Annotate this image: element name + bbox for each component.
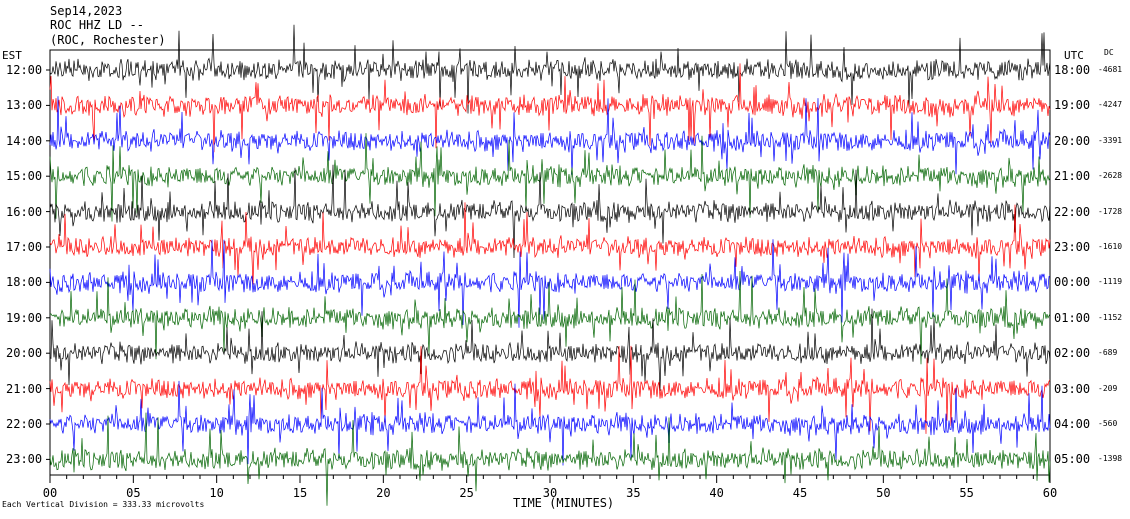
trace-row-2200: [49, 380, 1051, 466]
trace-layer: [49, 24, 1051, 506]
utc-hour-label: 21:00: [1054, 169, 1091, 184]
utc-hour-label: 19:00: [1054, 98, 1091, 113]
dc-offset-value: -1152: [1098, 312, 1123, 322]
x-tick-label: 25: [459, 486, 474, 500]
trace-row-1400: [49, 96, 1051, 175]
utc-hour-label: 05:00: [1054, 452, 1091, 467]
dc-offset-value: -689: [1098, 348, 1118, 358]
trace-row-2000: [49, 308, 1051, 391]
trace-row-1300: [49, 63, 1051, 153]
trace-row-2300: [49, 412, 1051, 506]
x-tick-label: 20: [376, 486, 391, 500]
x-axis-title: TIME (MINUTES): [513, 496, 615, 510]
dc-offset-value: -209: [1098, 383, 1118, 393]
x-tick-label: 40: [709, 486, 724, 500]
x-tick-label: 30: [542, 486, 558, 500]
x-tick-label: 00: [42, 486, 58, 500]
trace-row-1200: [49, 24, 1051, 114]
dc-offset-value: -1398: [1098, 454, 1123, 464]
trace-row-2100: [49, 345, 1051, 434]
x-tick-label: 45: [792, 486, 808, 500]
dc-column-label: DC: [1104, 48, 1114, 57]
est-hour-label: 19:00: [6, 310, 43, 325]
trace-row-1600: [49, 164, 1051, 259]
scale-note: Each Vertical Division = 333.33 microvol…: [2, 500, 205, 509]
trace-row-1700: [49, 202, 1051, 285]
est-hour-label: 16:00: [6, 204, 43, 219]
est-hour-label: 18:00: [6, 275, 43, 290]
x-tick-label: 15: [292, 486, 308, 500]
est-hour-label: 21:00: [6, 381, 43, 396]
date-title: Sep14,2023: [50, 4, 123, 18]
x-tick-label: 50: [876, 486, 891, 500]
dc-offset-value: -1119: [1098, 277, 1123, 287]
est-hour-label: 20:00: [6, 346, 43, 361]
station-code: ROC HHZ LD --: [50, 18, 144, 32]
dc-offset-value: -1728: [1098, 206, 1123, 216]
trace-row-1500: [49, 133, 1051, 222]
dc-offset-value: -4247: [1098, 100, 1123, 110]
utc-hour-label: 20:00: [1054, 133, 1091, 148]
est-hour-label: 22:00: [6, 417, 43, 431]
est-hour-label: 12:00: [6, 63, 43, 77]
utc-hour-label: 02:00: [1054, 346, 1091, 361]
trace-row-1900: [49, 270, 1051, 365]
dc-offset-value: -560: [1098, 419, 1118, 428]
x-tick-marks: [46, 69, 1051, 483]
utc-hour-label: 23:00: [1054, 240, 1091, 254]
est-hour-label: 17:00: [6, 240, 43, 254]
utc-hour-label: 03:00: [1054, 381, 1091, 396]
est-hour-label: 15:00: [6, 169, 43, 184]
x-tick-label: 55: [959, 486, 974, 500]
left-axis-label: EST: [2, 49, 22, 62]
dc-offset-value: -1610: [1098, 242, 1123, 251]
station-location: (ROC, Rochester): [50, 33, 166, 47]
dc-offset-value: -4681: [1098, 65, 1123, 74]
utc-hour-label: 22:00: [1054, 204, 1091, 219]
utc-hour-label: 18:00: [1054, 63, 1091, 77]
right-axis-label: UTC: [1064, 49, 1084, 62]
est-hour-label: 14:00: [6, 133, 43, 148]
utc-hour-label: 00:00: [1054, 275, 1091, 290]
utc-hour-label: 01:00: [1054, 310, 1091, 325]
utc-hour-label: 04:00: [1054, 417, 1091, 431]
x-tick-label: 10: [209, 486, 224, 500]
dc-offset-value: -3391: [1098, 135, 1123, 145]
x-tick-label: 05: [126, 486, 141, 500]
est-hour-label: 23:00: [6, 452, 43, 467]
x-tick-label: 35: [626, 486, 641, 500]
dc-offset-value: -2628: [1098, 171, 1123, 181]
est-hour-label: 13:00: [6, 98, 43, 113]
x-tick-label: 60: [1042, 486, 1058, 500]
trace-row-1800: [49, 239, 1051, 328]
